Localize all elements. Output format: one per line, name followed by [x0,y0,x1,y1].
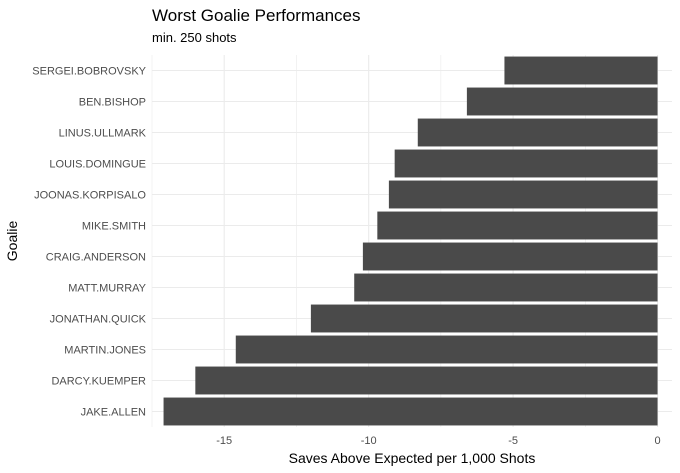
y-tick-label: CRAIG.ANDERSON [46,252,146,264]
bar [466,87,658,116]
bar [394,149,658,178]
bar [504,56,658,85]
y-tick-label: DARCY.KUEMPER [51,376,146,388]
y-tick-label: LOUIS.DOMINGUE [49,159,146,171]
chart-subtitle: min. 250 shots [152,30,237,45]
bar [362,242,658,271]
y-tick-label: JONATHAN.QUICK [50,314,147,326]
bar [163,397,658,426]
y-tick-label: BEN.BISHOP [79,97,146,109]
x-tick-label: -5 [508,435,518,447]
x-tick-labels: -15 -10 -5 0 [216,435,660,447]
x-tick-label: 0 [654,435,660,447]
y-tick-label: MIKE.SMITH [82,221,146,233]
chart-title: Worst Goalie Performances [152,6,360,25]
x-tick-label: -10 [361,435,377,447]
y-tick-labels: SERGEI.BOBROVSKY BEN.BISHOP LINUS.ULLMARK L… [32,66,146,419]
bar [388,180,658,209]
y-tick-label: JAKE.ALLEN [81,407,146,419]
bar [195,366,658,395]
y-tick-label: MARTIN.JONES [64,345,146,357]
bar [417,118,658,147]
bar [310,304,658,333]
bar [235,335,658,364]
bars [163,56,658,426]
bar [377,211,658,240]
y-tick-label: JOONAS.KORPISALO [34,190,146,202]
bar [354,273,658,302]
x-tick-label: -15 [216,435,232,447]
y-tick-label: LINUS.ULLMARK [59,128,147,140]
y-axis-title: Goalie [4,221,20,262]
y-tick-label: MATT.MURRAY [68,283,146,295]
x-axis-title: Saves Above Expected per 1,000 Shots [289,450,536,466]
y-tick-label: SERGEI.BOBROVSKY [32,66,146,78]
